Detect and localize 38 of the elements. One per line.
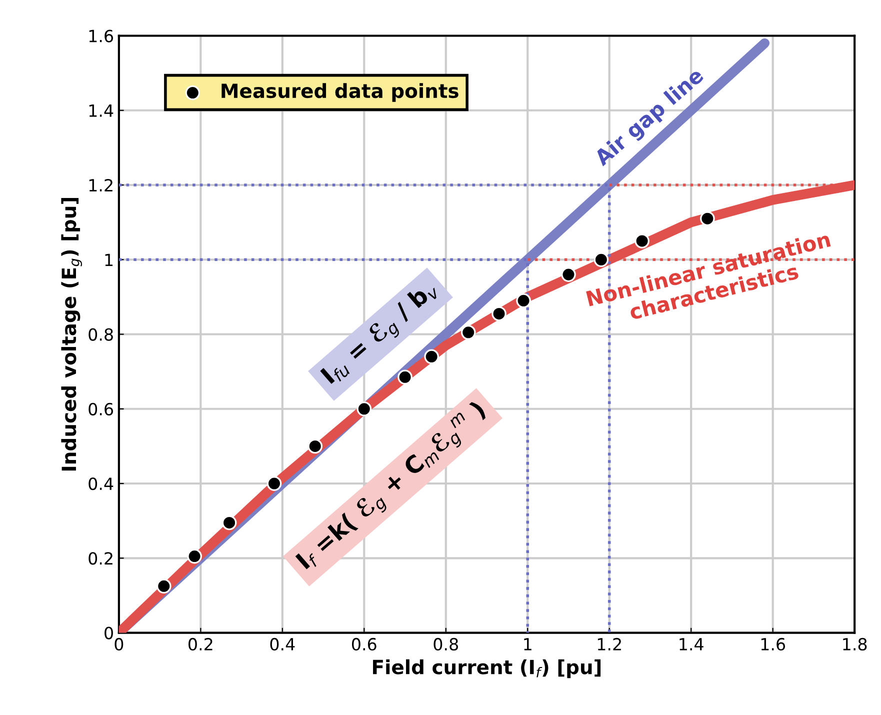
point: [634, 234, 650, 248]
y-tick-label: 1: [105, 254, 113, 266]
y-axis-title: Induced voltage (E$_{g}$) [pu]: [61, 198, 82, 471]
y-tick-label: 1.6: [89, 30, 114, 42]
point: [492, 306, 506, 322]
y-tick-label: 1.4: [89, 104, 114, 117]
point: [266, 476, 282, 491]
text: I$_{f}$ =k( ℰ$_{g}$ + C$_{m}$ℰ$_{g}$$^{m}$ ): [295, 400, 488, 570]
y-tick-label: 0.4: [88, 477, 114, 490]
legend-label: Measured data points: [222, 83, 458, 102]
y-tick-label: 0: [104, 626, 113, 640]
point: [187, 548, 202, 564]
x-tick-label: 0: [114, 638, 124, 651]
x-tick-label: 1.4: [680, 638, 704, 650]
annotation: I$_{fu}$ = ℰ$_{g}$ / b$_{v}$: [320, 278, 442, 390]
point: [222, 515, 237, 530]
point: [424, 349, 440, 364]
point: [356, 401, 372, 416]
x-tick-label: 1.8: [843, 638, 867, 651]
point: [700, 211, 715, 226]
point: [156, 578, 172, 594]
x-tick-label: 1: [524, 638, 532, 650]
x-tick-label: 1.2: [598, 638, 621, 650]
y-tick-label: 0.8: [88, 328, 113, 341]
y-tick-label: 0.2: [88, 552, 112, 565]
x-tick-label: 0.6: [352, 638, 376, 651]
y-tick-label: 0.6: [88, 402, 114, 416]
point: [308, 438, 323, 454]
point: [460, 324, 476, 340]
x-tick-label: 0.2: [188, 638, 212, 651]
x-tick-label: 1.6: [761, 638, 786, 651]
y-tick-label: 1.2: [89, 178, 112, 192]
x-axis-title: Field current (I$_{f}$) [pu]: [373, 659, 601, 678]
x-tick-label: 0.4: [270, 638, 295, 651]
x-tick-label: 0.8: [434, 638, 458, 651]
point: [516, 293, 531, 308]
point: [398, 370, 412, 385]
point: [561, 267, 576, 282]
